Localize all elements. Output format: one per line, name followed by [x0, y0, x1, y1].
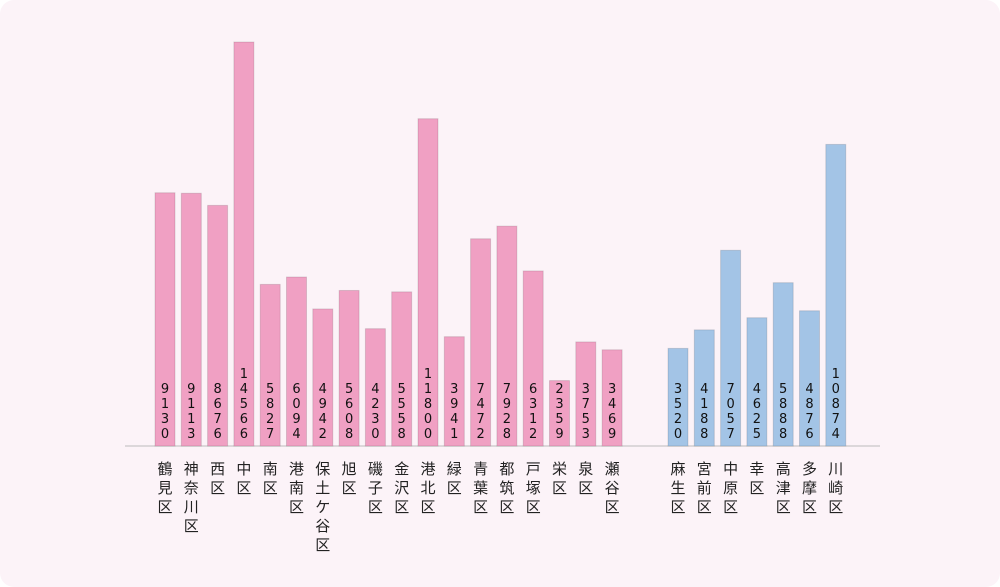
- bar-西区: [207, 204, 229, 447]
- bar-磯子区: [364, 328, 386, 447]
- category-label-麻生区: 麻生区: [670, 460, 685, 516]
- category-label-川崎区: 川崎区: [828, 460, 843, 516]
- category-label-中原区: 中原区: [723, 460, 738, 516]
- bar-港北区: [417, 118, 439, 447]
- bar-中原区: [720, 249, 742, 447]
- category-label-金沢区: 金沢区: [394, 460, 409, 516]
- bar-麻生区: [667, 347, 689, 447]
- bar-神奈川区: [180, 192, 202, 447]
- bar-保土ケ谷区: [312, 308, 334, 447]
- bar-青葉区: [470, 238, 492, 447]
- category-label-戸塚区: 戸塚区: [526, 460, 541, 516]
- category-label-保土ケ谷区: 保土ケ谷区: [315, 460, 330, 554]
- category-label-幸区: 幸区: [749, 460, 764, 497]
- category-label-南区: 南区: [263, 460, 278, 497]
- bar-栄区: [549, 380, 570, 447]
- category-label-磯子区: 磯子区: [368, 460, 383, 516]
- category-label-西区: 西区: [210, 460, 225, 497]
- bar-港南区: [286, 276, 307, 447]
- bar-緑区: [443, 336, 465, 447]
- category-label-港南区: 港南区: [289, 460, 304, 516]
- category-label-都筑区: 都筑区: [499, 460, 514, 516]
- bar-幸区: [746, 317, 768, 447]
- bar-旭区: [338, 289, 360, 447]
- bar-金沢区: [391, 291, 413, 447]
- category-label-中区: 中区: [236, 460, 251, 497]
- category-label-泉区: 泉区: [578, 460, 593, 497]
- bar-宮前区: [693, 329, 715, 447]
- bar-都筑区: [496, 225, 518, 447]
- category-label-多摩区: 多摩区: [802, 460, 817, 516]
- bar-瀬谷区: [601, 349, 623, 447]
- category-label-鶴見区: 鶴見区: [157, 460, 172, 516]
- category-label-緑区: 緑区: [447, 460, 462, 497]
- bar-泉区: [575, 341, 597, 447]
- category-label-旭区: 旭区: [342, 460, 357, 497]
- category-label-栄区: 栄区: [552, 460, 567, 497]
- bar-川崎区: [825, 143, 847, 447]
- category-label-神奈川区: 神奈川区: [184, 460, 199, 535]
- bar-戸塚区: [522, 270, 544, 447]
- bar-高津区: [772, 282, 794, 447]
- bar-中区: [233, 41, 255, 447]
- bar-多摩区: [799, 310, 820, 447]
- category-label-港北区: 港北区: [420, 460, 435, 516]
- category-label-高津区: 高津区: [776, 460, 791, 516]
- category-label-青葉区: 青葉区: [473, 460, 488, 516]
- category-label-宮前区: 宮前区: [697, 460, 712, 516]
- bar-南区: [259, 283, 281, 447]
- bar-鶴見区: [154, 192, 176, 447]
- category-label-瀬谷区: 瀬谷区: [605, 460, 620, 516]
